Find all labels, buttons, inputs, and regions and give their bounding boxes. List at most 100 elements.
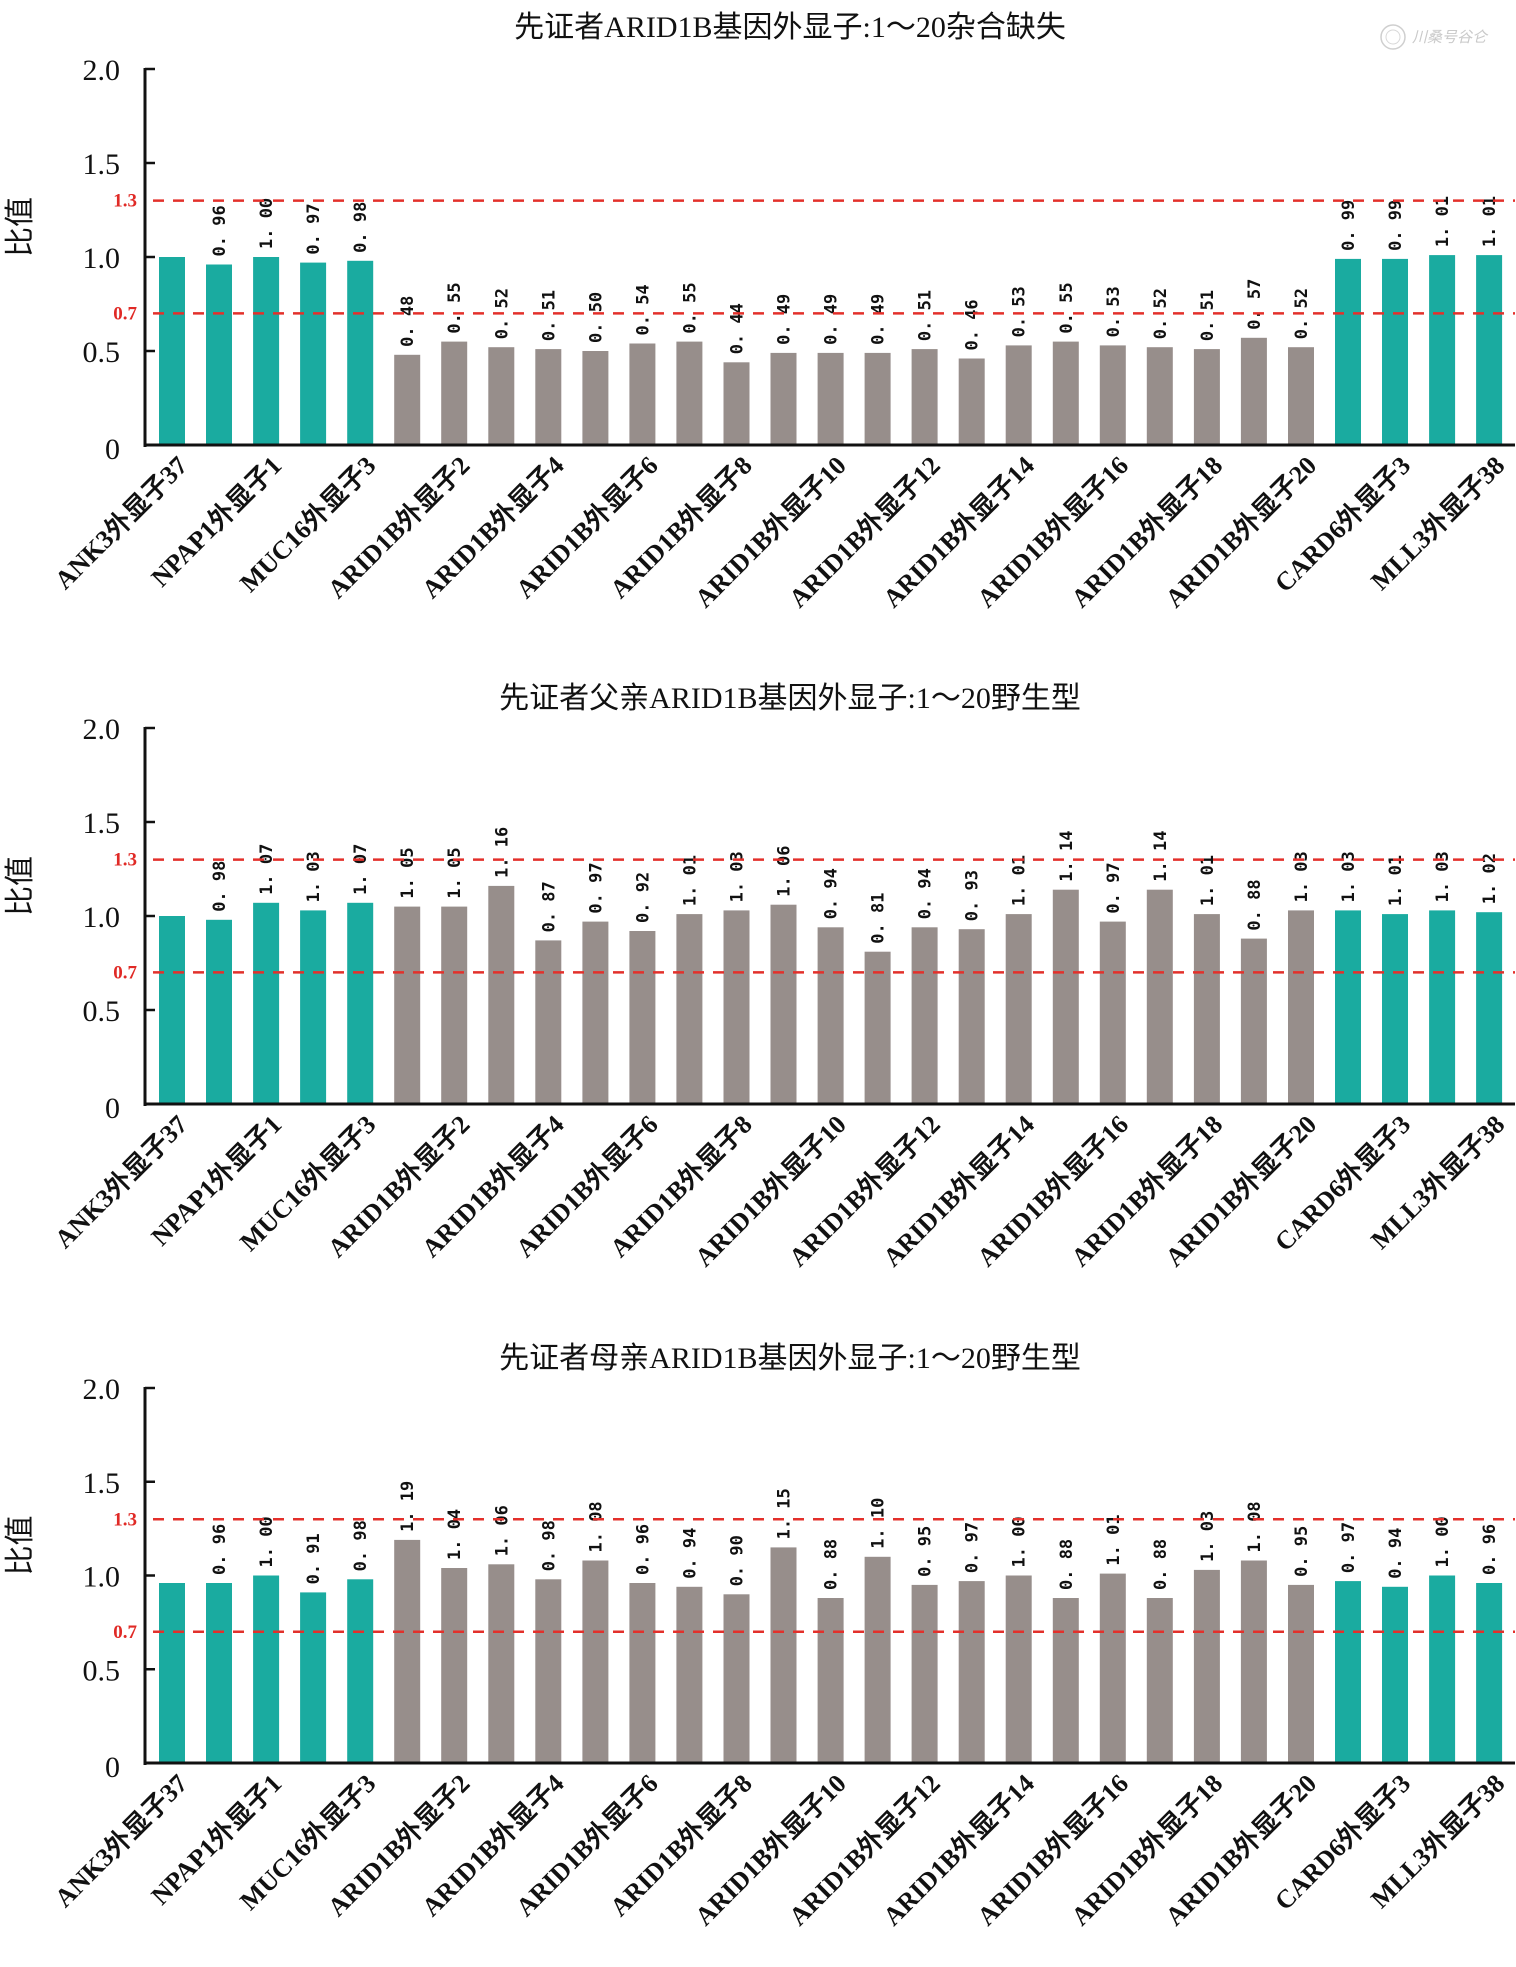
y-tick-label: 1.0 (83, 901, 121, 934)
bar (1193, 914, 1220, 1104)
y-tick-label: 0 (105, 1092, 120, 1125)
bar (723, 362, 750, 445)
data-label: 0. 50 (586, 292, 606, 343)
data-label: 0. 97 (963, 1522, 983, 1573)
data-label: 1. 03 (1292, 851, 1312, 902)
bar (394, 1539, 421, 1763)
y-tick-label: 0.5 (83, 1654, 121, 1687)
data-label: 1. 01 (1480, 196, 1500, 247)
bar (1005, 345, 1032, 445)
data-label: 1. 03 (304, 851, 324, 902)
data-label: 1. 01 (680, 855, 700, 906)
data-label: 1. 00 (1010, 1516, 1030, 1567)
chart-title: 先证者母亲ARID1B基因外显子:1～20野生型 (499, 1342, 1081, 1375)
bar (770, 352, 797, 445)
data-label: 0. 94 (916, 868, 936, 919)
data-label: 0. 91 (304, 1533, 324, 1584)
bar (253, 1575, 280, 1763)
bar (206, 919, 232, 1104)
reference-line-label: 0.7 (113, 303, 137, 324)
bar (911, 349, 938, 445)
bar (676, 341, 703, 445)
bar (864, 352, 891, 445)
y-tick-label: 1.5 (83, 148, 121, 181)
reference-line-label: 1.3 (113, 850, 137, 871)
bar (1005, 914, 1032, 1104)
bar (1429, 255, 1456, 445)
data-label: 0. 87 (539, 881, 559, 932)
bar (1240, 337, 1267, 445)
chart-title: 先证者ARID1B基因外显子:1～20杂合缺失 (514, 11, 1066, 44)
data-label: 1. 06 (775, 846, 795, 897)
data-label: 0. 55 (680, 282, 700, 333)
bar (582, 351, 609, 445)
data-label: 0. 98 (539, 1520, 559, 1571)
data-label: 1. 00 (1433, 1516, 1453, 1567)
y-tick-label: 0 (105, 433, 120, 466)
bar (1240, 1560, 1267, 1763)
y-tick-label: 1.5 (83, 807, 121, 840)
bar (676, 1586, 703, 1764)
bar (441, 1568, 468, 1763)
bar (817, 352, 844, 445)
data-label: 0. 92 (633, 872, 653, 923)
bar (1288, 347, 1314, 445)
data-label: 1. 00 (257, 1516, 277, 1567)
data-label: 1. 05 (398, 847, 418, 898)
data-label: 1. 10 (869, 1498, 889, 1549)
bar (159, 1583, 185, 1763)
data-label: 1. 05 (445, 847, 465, 898)
watermark-text: 川桑号谷仑 (1412, 28, 1489, 46)
data-label: 1. 19 (398, 1481, 418, 1532)
bar (1193, 1569, 1220, 1763)
data-label: 1. 01 (1104, 1514, 1124, 1565)
bar (864, 1556, 891, 1764)
bar (1382, 914, 1408, 1104)
bar (1335, 258, 1361, 445)
bar (300, 262, 327, 445)
data-label: 0. 98 (351, 1520, 371, 1571)
y-tick-label: 1.0 (83, 242, 121, 275)
bar (394, 906, 421, 1104)
data-label: 0. 95 (1292, 1526, 1312, 1577)
bar (958, 929, 985, 1104)
data-label: 1. 06 (492, 1505, 512, 1556)
data-label: 1. 00 (257, 198, 277, 249)
data-label: 0. 97 (304, 203, 324, 254)
data-label: 0. 55 (1057, 282, 1077, 333)
data-label: 1. 14 (1057, 831, 1077, 882)
data-label: 0. 88 (1057, 1539, 1077, 1590)
bar (1382, 1586, 1408, 1764)
bar (394, 354, 421, 445)
bar (1240, 938, 1267, 1104)
bar (770, 904, 797, 1104)
y-tick-label: 2.0 (83, 54, 121, 87)
data-label: 1. 16 (492, 827, 512, 878)
data-label: 0. 46 (963, 299, 983, 350)
bar (488, 1564, 515, 1764)
bar (1335, 910, 1361, 1104)
data-label: 0. 94 (680, 1528, 700, 1579)
data-label: 0. 44 (728, 303, 748, 354)
data-label: 0. 97 (1339, 1522, 1359, 1573)
bar (629, 343, 656, 445)
bar (206, 1583, 232, 1763)
bar (629, 1583, 656, 1763)
data-label: 1. 04 (445, 1509, 465, 1560)
bar (1193, 349, 1220, 445)
bar (159, 916, 185, 1104)
y-axis-label: 比值 (3, 856, 38, 916)
bar (817, 927, 844, 1104)
bar (1099, 1573, 1126, 1763)
y-tick-label: 0.5 (83, 995, 121, 1028)
data-label: 0. 55 (445, 282, 465, 333)
bar (253, 257, 280, 445)
bar (1476, 255, 1503, 445)
bar (441, 906, 468, 1104)
data-label: 0. 53 (1104, 286, 1124, 337)
bar (253, 902, 280, 1104)
reference-line-label: 0.7 (113, 1622, 137, 1643)
